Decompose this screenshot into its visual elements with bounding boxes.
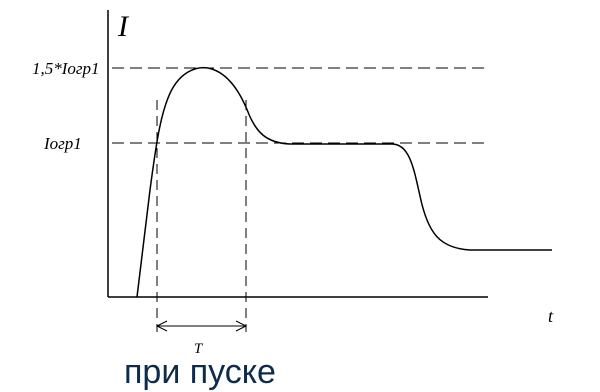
current-curve [136, 66, 552, 298]
x-axis-label: t [548, 306, 554, 326]
level-label-iogr1: Iогр1 [43, 134, 82, 153]
caption: при пуске [124, 353, 276, 391]
level-label-1-5-iogr1: 1,5*Iогр1 [32, 59, 100, 78]
y-axis-label: I [117, 10, 130, 43]
interval-label: T [194, 341, 204, 357]
interval-arrow [155, 320, 248, 332]
